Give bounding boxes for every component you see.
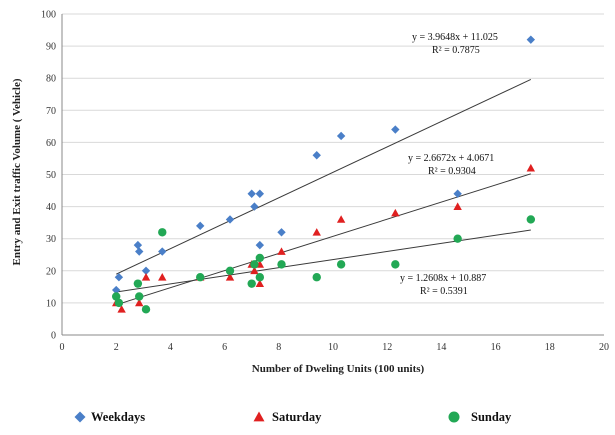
- trend-equation: y = 3.9648x + 11.025: [412, 32, 498, 43]
- x-tick-label: 10: [328, 342, 338, 353]
- data-point-sunday: [112, 292, 121, 301]
- legend-marker-saturday: [253, 411, 265, 422]
- data-point-sunday: [255, 273, 265, 282]
- y-tick-label: 70: [46, 106, 56, 117]
- y-tick-label: 60: [46, 138, 56, 149]
- data-point-weekdays: [453, 189, 462, 198]
- y-tick-label: 100: [41, 10, 56, 21]
- data-point-weekdays: [336, 131, 346, 141]
- data-point-sunday: [453, 234, 462, 243]
- data-point-weekdays: [391, 125, 400, 134]
- data-point-sunday: [277, 260, 286, 269]
- data-point-weekdays: [114, 273, 124, 282]
- y-tick-label: 90: [46, 42, 56, 53]
- data-point-saturday: [277, 247, 286, 255]
- x-tick-label: 16: [491, 342, 501, 353]
- data-point-weekdays: [526, 35, 536, 44]
- data-point-saturday: [135, 298, 144, 307]
- data-point-sunday: [255, 253, 265, 263]
- legend-label-saturday: Saturday: [272, 410, 322, 424]
- y-tick-label: 10: [46, 298, 56, 309]
- x-tick-label: 0: [60, 342, 65, 353]
- tick-labels: 0 10 20 30 40 50 60 70 80 90 100 0 2 4 6 8 10 12 14 16 18 20: [41, 10, 609, 354]
- data-point-sunday: [336, 260, 346, 269]
- data-point-sunday: [391, 260, 400, 269]
- trend-equation: y = 1.2608x + 10.887: [400, 273, 486, 284]
- legend-marker-weekdays: [74, 411, 86, 423]
- y-tick-label: 50: [46, 170, 56, 181]
- trendlines: [115, 78, 532, 306]
- data-point-saturday: [255, 279, 265, 287]
- data-point-sunday: [250, 260, 259, 269]
- x-tick-label: 6: [222, 342, 227, 353]
- trendline-saturday: [116, 173, 531, 306]
- data-point-saturday: [141, 273, 151, 281]
- data-point-weekdays: [158, 247, 167, 256]
- data-point-saturday: [250, 266, 259, 275]
- data-point-weekdays: [250, 202, 259, 211]
- data-point-sunday: [225, 266, 235, 275]
- y-tick-label: 80: [46, 74, 56, 85]
- trend-r2: R² = 0.9304: [428, 166, 476, 177]
- data-point-saturday: [312, 228, 321, 236]
- trend-equation: y = 2.6672x + 4.0671: [408, 153, 494, 164]
- data-point-sunday: [526, 215, 536, 224]
- data-point-saturday: [391, 208, 400, 217]
- trend-equations: y = 3.9648x + 11.025 R² = 0.7875 y = 2.667…: [400, 32, 498, 297]
- y-tick-label: 30: [46, 234, 56, 245]
- data-point-sunday: [114, 298, 124, 308]
- y-tick-label: 20: [46, 266, 56, 277]
- x-tick-label: 2: [114, 342, 119, 353]
- x-tick-label: 14: [436, 342, 446, 353]
- data-point-saturday: [526, 163, 536, 172]
- x-tick-label: 4: [168, 342, 173, 353]
- data-point-saturday: [117, 305, 126, 313]
- data-point-weekdays: [312, 151, 321, 160]
- data-point-saturday: [158, 273, 167, 281]
- data-point-weekdays: [112, 285, 121, 295]
- data-point-weekdays: [255, 189, 265, 198]
- legend: Weekdays Saturday Sunday: [74, 410, 512, 424]
- data-point-saturday: [225, 273, 235, 281]
- data-point-sunday: [133, 279, 143, 288]
- x-tick-label: 12: [382, 342, 392, 353]
- data-point-weekdays: [247, 189, 256, 198]
- data-points: [112, 35, 536, 314]
- x-axis-title: Number of Dweling Units (100 units): [252, 363, 425, 375]
- data-point-sunday: [135, 292, 144, 301]
- data-point-weekdays: [135, 247, 144, 256]
- data-point-weekdays: [277, 228, 286, 237]
- x-tick-label: 8: [276, 342, 281, 353]
- trend-r2: R² = 0.5391: [420, 286, 468, 297]
- trendline-sunday: [116, 229, 531, 293]
- trendline-weekdays: [115, 78, 532, 275]
- data-point-weekdays: [196, 221, 205, 231]
- data-point-sunday: [158, 228, 167, 237]
- data-point-sunday: [247, 279, 256, 288]
- y-axis-title: Entry and Exit traffic Volume ( Vehicle): [11, 78, 23, 265]
- y-tick-label: 0: [51, 331, 56, 342]
- trend-r2: R² = 0.7875: [432, 45, 480, 56]
- data-point-sunday: [141, 305, 151, 314]
- x-tick-label: 18: [545, 342, 555, 353]
- data-point-weekdays: [255, 240, 265, 250]
- data-point-saturday: [336, 215, 346, 223]
- gridlines: [62, 13, 604, 304]
- data-point-sunday: [312, 273, 321, 282]
- data-point-weekdays: [133, 240, 143, 250]
- legend-marker-sunday: [448, 411, 460, 423]
- legend-label-weekdays: Weekdays: [91, 410, 145, 424]
- data-point-weekdays: [141, 266, 151, 275]
- y-tick-label: 40: [46, 202, 56, 213]
- data-point-sunday: [196, 273, 205, 282]
- axes: [61, 14, 604, 336]
- x-tick-label: 20: [599, 342, 609, 353]
- data-point-saturday: [453, 202, 462, 210]
- data-point-weekdays: [225, 215, 235, 224]
- legend-label-sunday: Sunday: [471, 410, 512, 424]
